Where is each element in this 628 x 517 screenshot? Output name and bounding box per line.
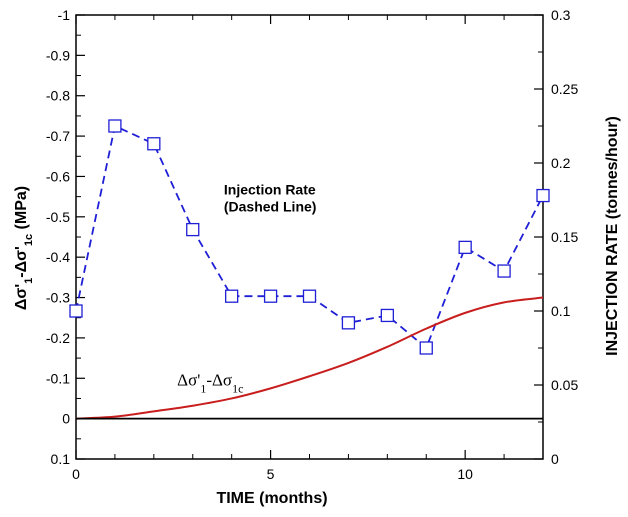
x-tick-label: 0 bbox=[72, 466, 80, 482]
y-left-axis-title: Δσ'1-Δσ'1c (MPa) bbox=[13, 186, 35, 310]
y-left-tick-label: -0.5 bbox=[46, 209, 70, 225]
injection-annotation-line: (Dashed Line) bbox=[224, 199, 317, 215]
stress-difference-line bbox=[75, 296, 544, 420]
injection-rate-point bbox=[419, 341, 433, 355]
x-tick-label: 10 bbox=[457, 466, 473, 482]
x-tick-label: 5 bbox=[267, 466, 275, 482]
y-right-tick-label: 0 bbox=[551, 451, 559, 467]
y-left-tick-label: -0.4 bbox=[46, 249, 70, 265]
y-left-tick-label: -0.1 bbox=[46, 370, 70, 386]
y-left-tick-label: 0 bbox=[62, 411, 70, 427]
injection-rate-point bbox=[225, 289, 239, 303]
y-right-axis-ticks: 0 0.05 0.1 0.15 0.2 0.25 0.3 bbox=[534, 7, 578, 467]
injection-rate-point bbox=[380, 308, 394, 323]
plot-frame bbox=[75, 14, 544, 460]
injection-rate-annotation: Injection Rate (Dashed Line) bbox=[224, 182, 320, 215]
y-right-tick-label: 0.2 bbox=[551, 155, 571, 171]
injection-rate-point bbox=[69, 304, 83, 318]
injection-rate-point bbox=[458, 240, 472, 255]
injection-rate-point bbox=[341, 316, 356, 330]
y-left-tick-label: 0.1 bbox=[51, 451, 71, 467]
injection-rate-point bbox=[186, 222, 200, 237]
y-left-title-sub: 1 bbox=[23, 278, 35, 284]
y-left-tick-label: -0.2 bbox=[46, 330, 70, 346]
stress-annotation-part: Δσ' bbox=[177, 371, 200, 390]
y-right-tick-label: 0.3 bbox=[551, 7, 571, 23]
y-left-title-part: (MPa) bbox=[13, 186, 30, 234]
y-right-axis-title: INJECTION RATE (tonnes/hour) bbox=[604, 116, 621, 356]
y-left-tick-label: -0.6 bbox=[46, 168, 70, 184]
y-left-tick-label: -0.8 bbox=[46, 88, 70, 104]
y-left-title-sub: 1c bbox=[23, 234, 35, 246]
injection-rate-point bbox=[108, 119, 122, 133]
y-right-tick-label: 0.05 bbox=[551, 377, 578, 393]
y-right-tick-label: 0.1 bbox=[551, 303, 571, 319]
injection-rate-point bbox=[536, 188, 550, 203]
x-axis-ticks: 0 5 10 bbox=[72, 15, 505, 482]
injection-rate-point bbox=[497, 264, 511, 278]
y-left-axis-ticks: 0.1 0 -0.1 -0.2 -0.3 -0.4 -0.5 -0.6 -0.7 -0.8 -0.9… bbox=[46, 7, 85, 467]
injection-annotation-line: Injection Rate bbox=[224, 182, 316, 198]
injection-rate-point bbox=[302, 289, 317, 303]
y-left-tick-label: -1 bbox=[58, 7, 71, 23]
y-right-tick-label: 0.25 bbox=[551, 81, 578, 97]
injection-rate-point bbox=[147, 137, 161, 151]
y-left-title-part: -Δσ' bbox=[13, 246, 30, 278]
injection-rate-point bbox=[263, 289, 278, 303]
y-right-tick-label: 0.15 bbox=[551, 229, 578, 245]
series-layer bbox=[69, 119, 550, 420]
plot-border bbox=[75, 14, 544, 460]
y-left-title-part: Δσ' bbox=[13, 284, 30, 310]
y-left-tick-label: -0.3 bbox=[46, 290, 70, 306]
x-axis-title: TIME (months) bbox=[216, 490, 327, 507]
y-left-tick-label: -0.7 bbox=[46, 128, 70, 144]
y-left-tick-label: -0.9 bbox=[46, 47, 70, 63]
stress-annotation-part: -Δσ bbox=[206, 371, 232, 390]
stress-curve-annotation: Δσ'1-Δσ1c bbox=[177, 371, 243, 396]
stress-annotation-sub: 1c bbox=[232, 382, 243, 396]
injection-rate-line bbox=[75, 124, 544, 350]
stress-annotation-sub: 1 bbox=[200, 382, 206, 396]
